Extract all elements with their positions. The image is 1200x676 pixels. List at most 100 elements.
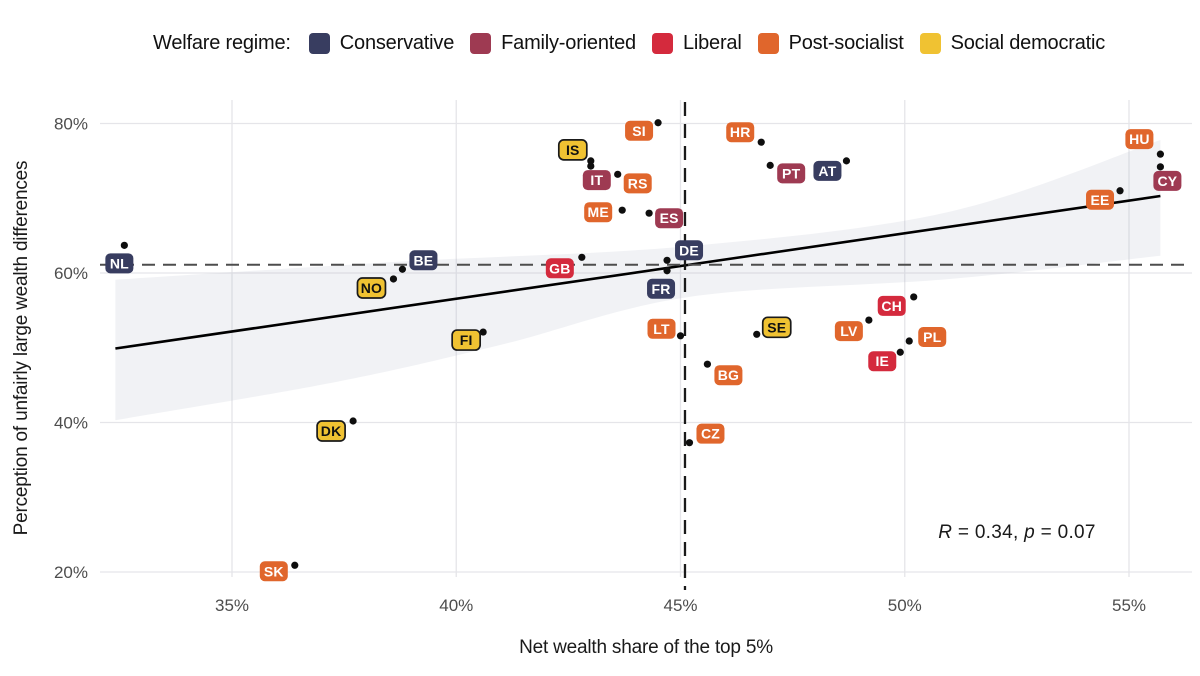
data-point-dot-DE	[663, 256, 671, 264]
country-label-CY: CY	[1153, 170, 1182, 191]
country-label-FI: FI	[451, 329, 482, 351]
country-label-text: CH	[881, 298, 902, 314]
country-label-BG: BG	[714, 365, 743, 386]
data-point-dot-PL	[905, 337, 913, 345]
country-label-box	[647, 278, 676, 299]
data-point-dot-SK	[291, 561, 299, 569]
country-label-EE: EE	[1086, 189, 1115, 210]
country-label-FR: FR	[647, 278, 676, 299]
y-tick-label: 80%	[54, 115, 88, 134]
data-point-dot-HU	[1156, 150, 1164, 158]
country-label-box	[696, 423, 725, 444]
legend-swatch-liberal	[651, 33, 673, 54]
x-tick-label: 45%	[663, 596, 697, 615]
data-point-dot-BE	[398, 265, 407, 273]
legend-swatch-post_socialist	[757, 33, 779, 54]
data-point-dot-NO	[389, 275, 398, 283]
country-label-LV: LV	[834, 321, 863, 342]
country-label-SI: SI	[625, 120, 654, 141]
country-label-HU: HU	[1125, 129, 1154, 150]
legend-label: Liberal	[682, 32, 742, 54]
country-label-ES: ES	[655, 208, 684, 229]
data-point-dot-PT	[766, 161, 774, 169]
legend-label: Post-socialist	[788, 32, 904, 54]
country-label-text: GB	[549, 260, 570, 276]
data-point-dot-IS	[587, 157, 595, 165]
data-point-dot-ME	[618, 206, 626, 214]
country-label-text: IS	[566, 142, 580, 158]
country-label-LT: LT	[647, 318, 676, 339]
country-label-text: SI	[632, 123, 646, 139]
data-point-dot-RS	[614, 170, 622, 178]
confidence-band	[115, 139, 1161, 421]
data-point-dot-SE	[753, 330, 761, 338]
country-label-text: NL	[110, 255, 129, 271]
country-label-box	[557, 139, 588, 161]
country-label-text: LV	[840, 323, 858, 339]
country-label-text: FR	[652, 281, 671, 297]
legend: Welfare regime: Conservative Family-orien…	[153, 32, 1105, 55]
country-label-PL: PL	[918, 327, 947, 348]
legend-label: Family-oriented	[501, 32, 636, 54]
country-label-AT: AT	[813, 160, 842, 181]
country-label-text: FI	[460, 332, 473, 348]
country-label-box	[868, 351, 897, 372]
country-label-IS: IS	[557, 139, 588, 161]
data-point-dot-EE	[1116, 187, 1124, 195]
data-point-dot-CH	[910, 293, 918, 301]
country-label-box	[584, 202, 613, 223]
country-label-box	[409, 250, 438, 271]
country-label-box	[777, 163, 806, 184]
y-axis-title: Perception of unfairly large wealth diff…	[11, 160, 32, 536]
country-label-text: CZ	[701, 426, 720, 442]
y-tick-label: 40%	[54, 414, 88, 433]
annotation-r-value: = 0.34,	[952, 522, 1025, 543]
annotation-p-symbol: p	[1024, 522, 1036, 543]
country-label-text: ME	[587, 204, 608, 220]
data-point-dot-FI	[479, 328, 487, 336]
country-label-text: RS	[628, 175, 648, 191]
legend-item-family: Family-oriented	[470, 32, 636, 55]
country-label-text: SK	[264, 563, 284, 579]
country-label-box	[918, 327, 947, 348]
country-label-box	[1153, 170, 1182, 191]
annotation-p-value: = 0.07	[1035, 522, 1096, 543]
country-label-box	[105, 253, 134, 274]
country-label-text: PT	[782, 165, 801, 181]
country-label-IT: IT	[582, 170, 611, 191]
country-label-box	[356, 277, 387, 299]
country-label-NL: NL	[105, 253, 134, 274]
country-label-box	[451, 329, 482, 351]
correlation-annotation: R = 0.34, p = 0.07	[938, 522, 1096, 544]
country-label-box	[623, 173, 652, 194]
country-label-box	[625, 120, 654, 141]
country-label-RS: RS	[623, 173, 652, 194]
country-label-box	[1086, 189, 1115, 210]
x-tick-label: 55%	[1112, 596, 1146, 615]
data-point-dot-NL	[120, 241, 128, 249]
country-label-SK: SK	[259, 561, 288, 582]
country-label-box	[714, 365, 743, 386]
country-label-SE: SE	[761, 316, 792, 339]
country-label-PT: PT	[777, 163, 806, 184]
country-label-text: DK	[321, 423, 342, 439]
country-label-box	[813, 160, 842, 181]
data-point-dot-GB	[578, 253, 586, 261]
legend-swatch-family	[470, 33, 492, 54]
data-point-dot-HR	[757, 138, 765, 146]
data-point-dot-CZ	[685, 439, 694, 447]
country-label-text: NO	[361, 280, 382, 296]
legend-item-conservative: Conservative	[308, 32, 455, 55]
country-label-text: SE	[767, 319, 786, 335]
country-label-text: PL	[923, 329, 942, 345]
data-point-dot-IE	[896, 348, 904, 356]
country-label-box	[726, 122, 755, 143]
x-tick-label: 35%	[215, 596, 249, 615]
legend-swatch-social_democratic	[919, 33, 941, 54]
country-label-GB: GB	[545, 258, 574, 279]
country-label-box	[1125, 129, 1154, 150]
legend-label: Conservative	[339, 32, 455, 54]
country-label-text: BG	[718, 367, 739, 383]
